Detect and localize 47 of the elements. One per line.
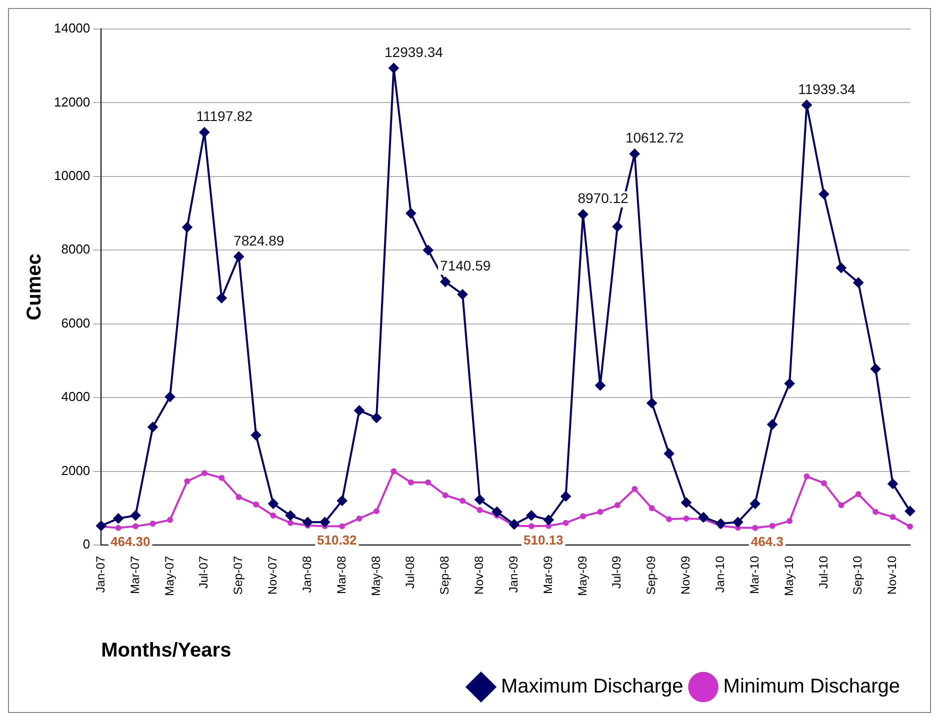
x-tick-label: Mar-10 bbox=[747, 556, 762, 594]
y-tick-label: 12000 bbox=[54, 94, 90, 110]
x-tick-label: Sep-07 bbox=[231, 556, 246, 595]
y-axis-title: Cumec bbox=[24, 254, 46, 320]
y-tick-label: 10000 bbox=[54, 168, 90, 184]
y-tick-label: 4000 bbox=[61, 389, 90, 404]
x-tick-label: Nov-08 bbox=[472, 556, 486, 595]
x-tick-label: Jul-09 bbox=[610, 556, 624, 589]
x-tick-label: Jul-10 bbox=[816, 556, 830, 589]
data-label: 12939.34 bbox=[384, 44, 444, 60]
data-label: 510.32 bbox=[316, 532, 357, 548]
data-label: 510.13 bbox=[524, 532, 564, 548]
x-tick-label: Jan-07 bbox=[93, 556, 108, 593]
x-axis-title: Months/Years bbox=[101, 640, 232, 662]
x-tick-label: Nov-10 bbox=[885, 556, 900, 595]
x-tick-label: May-10 bbox=[782, 556, 796, 596]
x-tick-label: Jan-08 bbox=[300, 556, 314, 593]
data-label: 8970.12 bbox=[578, 190, 629, 206]
x-tick-label: Sep-09 bbox=[644, 556, 658, 595]
x-tick-label: May-08 bbox=[368, 556, 383, 596]
x-tick-label: Jan-09 bbox=[506, 556, 520, 593]
x-tick-label: Jul-07 bbox=[196, 556, 211, 589]
x-tick-label: Jul-08 bbox=[403, 556, 418, 589]
data-label: 7824.89 bbox=[234, 232, 284, 248]
x-tick-label: Mar-09 bbox=[540, 556, 555, 594]
data-label: 7140.59 bbox=[440, 258, 491, 274]
legend-label: Minimum Discharge bbox=[723, 676, 900, 698]
y-tick-label: 0 bbox=[82, 536, 90, 552]
x-tick-label: Sep-10 bbox=[850, 556, 865, 595]
data-label: 11197.82 bbox=[196, 108, 253, 124]
x-tick-label: Nov-09 bbox=[678, 556, 693, 595]
x-tick-label: Jan-10 bbox=[713, 556, 728, 593]
data-label: 464.30 bbox=[110, 534, 150, 549]
data-label: 464.3 bbox=[750, 534, 784, 549]
y-tick-label: 2000 bbox=[61, 462, 90, 478]
y-tick-label: 8000 bbox=[61, 242, 90, 257]
x-tick-label: Mar-07 bbox=[128, 556, 142, 594]
x-tick-label: May-09 bbox=[575, 556, 590, 596]
x-tick-label: May-07 bbox=[162, 556, 176, 596]
legend-label: Maximum Discharge bbox=[501, 676, 684, 698]
x-tick-label: Mar-08 bbox=[334, 556, 348, 594]
x-tick-label: Nov-07 bbox=[266, 556, 280, 595]
x-tick-label: Sep-08 bbox=[438, 556, 452, 595]
y-tick-label: 6000 bbox=[61, 315, 90, 330]
data-label: 10612.72 bbox=[625, 130, 684, 146]
data-label: 11939.34 bbox=[798, 80, 856, 97]
y-tick-label: 14000 bbox=[54, 20, 90, 36]
